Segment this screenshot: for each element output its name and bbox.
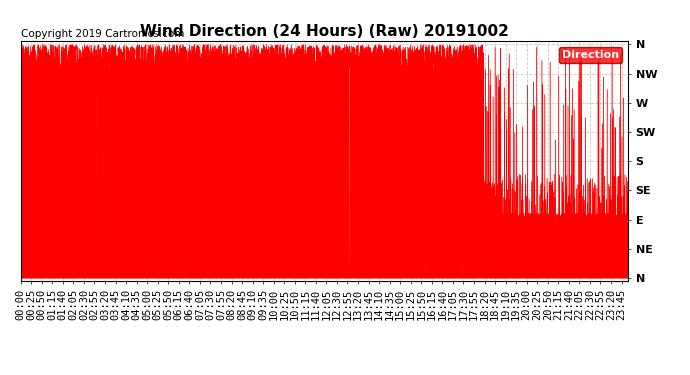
Text: Copyright 2019 Cartronics.com: Copyright 2019 Cartronics.com <box>21 29 184 39</box>
Title: Wind Direction (24 Hours) (Raw) 20191002: Wind Direction (24 Hours) (Raw) 20191002 <box>140 24 509 39</box>
Legend: Direction: Direction <box>558 47 622 63</box>
